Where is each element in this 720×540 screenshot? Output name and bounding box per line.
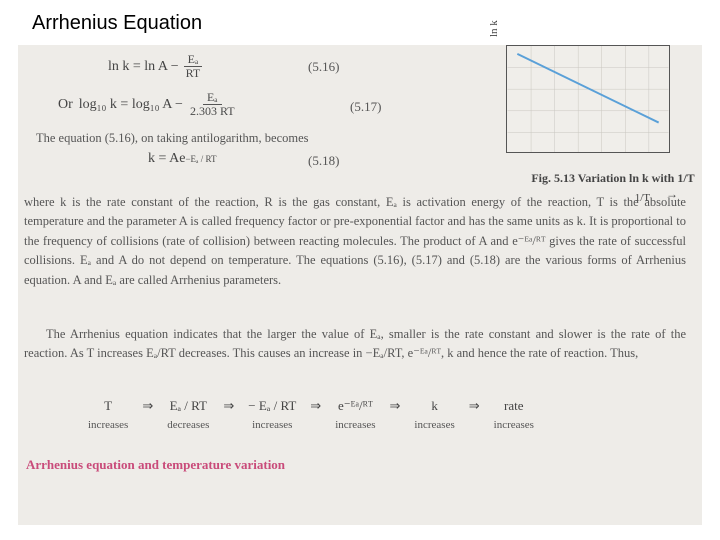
chain-item: rate increases [494,397,534,431]
eq1-lhs: ln k = ln A − [108,59,179,75]
paragraph-1: where k is the rate constant of the reac… [24,193,686,290]
eq1-fraction: Eₐ RT [182,53,205,80]
arrow-icon: ⇒ [223,397,234,415]
arrow-icon: ⇒ [390,397,401,415]
equation-5-18: k = Ae −Eₐ / RT [148,151,216,167]
eq3-lhs: k = Ae [148,151,185,167]
graph-container: ln k 1/T → [506,45,684,190]
paragraph-2: The Arrhenius equation indicates that th… [24,325,686,364]
chain-term: rate [504,397,523,415]
chain-direction: increases [88,419,128,431]
eq-transition-text: The equation (5.16), on taking antilogar… [36,129,476,148]
chain-item: e⁻ᴱᵃ/ᴿᵀ increases [335,397,375,431]
equation-5-16: ln k = ln A − Eₐ RT [108,53,207,80]
chain-direction: increases [414,419,454,431]
figure-caption: Fig. 5.13 Variation ln k with 1/T [524,171,702,186]
chain-item: Tincreases [88,397,128,431]
arrow-icon: ⇒ [142,397,153,415]
eq2-number: (5.17) [350,99,381,115]
chain-direction: increases [252,419,292,431]
eq3-number: (5.18) [308,153,339,169]
equation-5-17: Or log₁₀ k = log₁₀ A − Eₐ 2.303 RT [58,91,242,118]
scanned-page: ln k 1/T → Fig. 5.13 Variation ln k with… [18,45,702,525]
eq2-prefix: Or [58,97,73,113]
chain-direction: increases [335,419,375,431]
chain-item: k increases [414,397,454,431]
implication-chain: Tincreases ⇒ Eₐ / RT decreases ⇒ − Eₐ / RT inc… [78,397,544,431]
eq1-number: (5.16) [308,59,339,75]
eq2-numer: Eₐ [203,91,222,105]
chain-term: − Eₐ / RT [248,397,296,415]
eq2-denom: 2.303 RT [186,105,239,118]
eq1-numer: Eₐ [184,53,203,67]
graph-ylabel: ln k [488,20,500,37]
chain-term: T [104,397,112,415]
eq1-denom: RT [182,67,205,80]
chain-term: k [431,397,438,415]
page-title: Arrhenius Equation [32,12,202,35]
eq2-fraction: Eₐ 2.303 RT [186,91,239,118]
section-heading: Arrhenius equation and temperature varia… [26,457,285,473]
chain-item: − Eₐ / RT increases [248,397,296,431]
chain-item: Eₐ / RT decreases [167,397,209,431]
chain-direction: increases [494,419,534,431]
eq2-lhs: log₁₀ k = log₁₀ A − [79,97,183,113]
arrow-icon: ⇒ [469,397,480,415]
arrow-icon: ⇒ [310,397,321,415]
graph-svg [507,46,669,152]
chain-term: Eₐ / RT [170,397,207,415]
eq3-exp: −Eₐ / RT [185,154,216,164]
chain-term: e⁻ᴱᵃ/ᴿᵀ [338,397,373,415]
chain-direction: decreases [167,419,209,431]
graph-frame [506,45,670,153]
